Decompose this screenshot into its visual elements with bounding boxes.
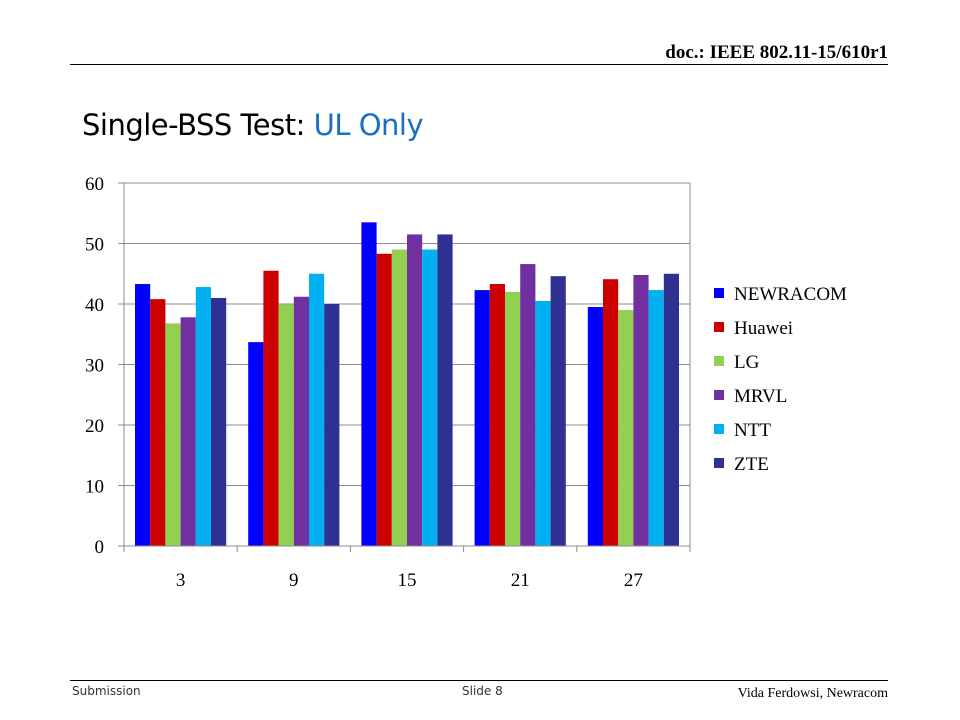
bar-zte-3 [211,297,227,546]
footer-slide-number: Slide 8 [462,684,503,698]
bar-ntt-21 [535,300,551,546]
bar-zte-27 [663,273,679,546]
footer-submission: Submission [72,684,141,698]
legend-swatch-newracom [714,288,724,298]
bar-huawei-9 [263,270,279,546]
bars [135,222,679,547]
bar-mrvl-15 [407,234,423,547]
x-tick-label: 15 [398,570,417,591]
footer-rule [70,680,888,681]
bar-newracom-3 [135,284,151,546]
legend-label-mrvl: MRVL [734,386,787,407]
bar-mrvl-9 [293,296,309,546]
legend-swatch-mrvl [714,390,724,400]
bar-mrvl-21 [520,264,536,546]
slide-title-accent: UL Only [313,108,424,142]
legend-label-lg: LG [734,352,760,373]
y-tick-label: 0 [95,537,105,558]
document-id: doc.: IEEE 802.11-15/610r1 [665,42,888,63]
y-tick-label: 30 [85,356,104,377]
bar-mrvl-27 [633,274,649,546]
x-tick-label: 3 [176,570,186,591]
axes: 0 10 20 30 40 50 60 3 9 15 21 27 [85,174,691,591]
bar-ntt-27 [648,290,664,546]
bar-newracom-9 [248,342,264,546]
y-tick-label: 20 [85,416,104,437]
legend-label-newracom: NEWRACOM [734,284,847,305]
bar-zte-9 [324,304,340,546]
slide-title-main: Single-BSS Test: [82,108,314,142]
x-tick-label: 27 [624,570,643,591]
x-tick-label: 21 [511,570,530,591]
bar-newracom-21 [474,290,490,546]
legend-label-zte: ZTE [734,454,769,475]
bar-huawei-21 [489,284,505,546]
legend-swatch-zte [714,458,724,468]
legend-swatch-ntt [714,424,724,434]
bar-lg-9 [278,304,294,546]
y-tick-label: 60 [85,174,104,195]
legend: NEWRACOM Huawei LG MRVL NTT ZTE [714,284,847,475]
legend-swatch-lg [714,356,724,366]
bar-ntt-15 [422,249,438,547]
x-tick-label: 9 [289,570,299,591]
bar-ntt-3 [195,287,211,546]
legend-swatch-huawei [714,322,724,332]
bar-huawei-3 [150,299,166,546]
bar-ntt-9 [309,273,325,546]
bar-lg-15 [391,249,407,547]
bar-zte-21 [550,276,566,546]
bar-newracom-27 [587,307,603,546]
y-tick-label: 50 [85,235,104,256]
bar-zte-15 [437,234,453,547]
y-tick-label: 40 [85,295,104,316]
footer-author: Vida Ferdowsi, Newracom [737,686,888,701]
bar-mrvl-3 [180,317,196,546]
bar-lg-3 [165,323,181,546]
bar-lg-27 [618,310,634,546]
slide-title: Single-BSS Test: UL Only [82,108,424,142]
bar-newracom-15 [361,222,377,546]
legend-label-huawei: Huawei [734,318,793,339]
legend-label-ntt: NTT [734,420,771,441]
header-rule [70,64,888,65]
bar-huawei-15 [376,253,392,546]
bar-lg-21 [505,291,521,546]
y-tick-label: 10 [85,477,104,498]
bar-huawei-27 [603,279,619,546]
